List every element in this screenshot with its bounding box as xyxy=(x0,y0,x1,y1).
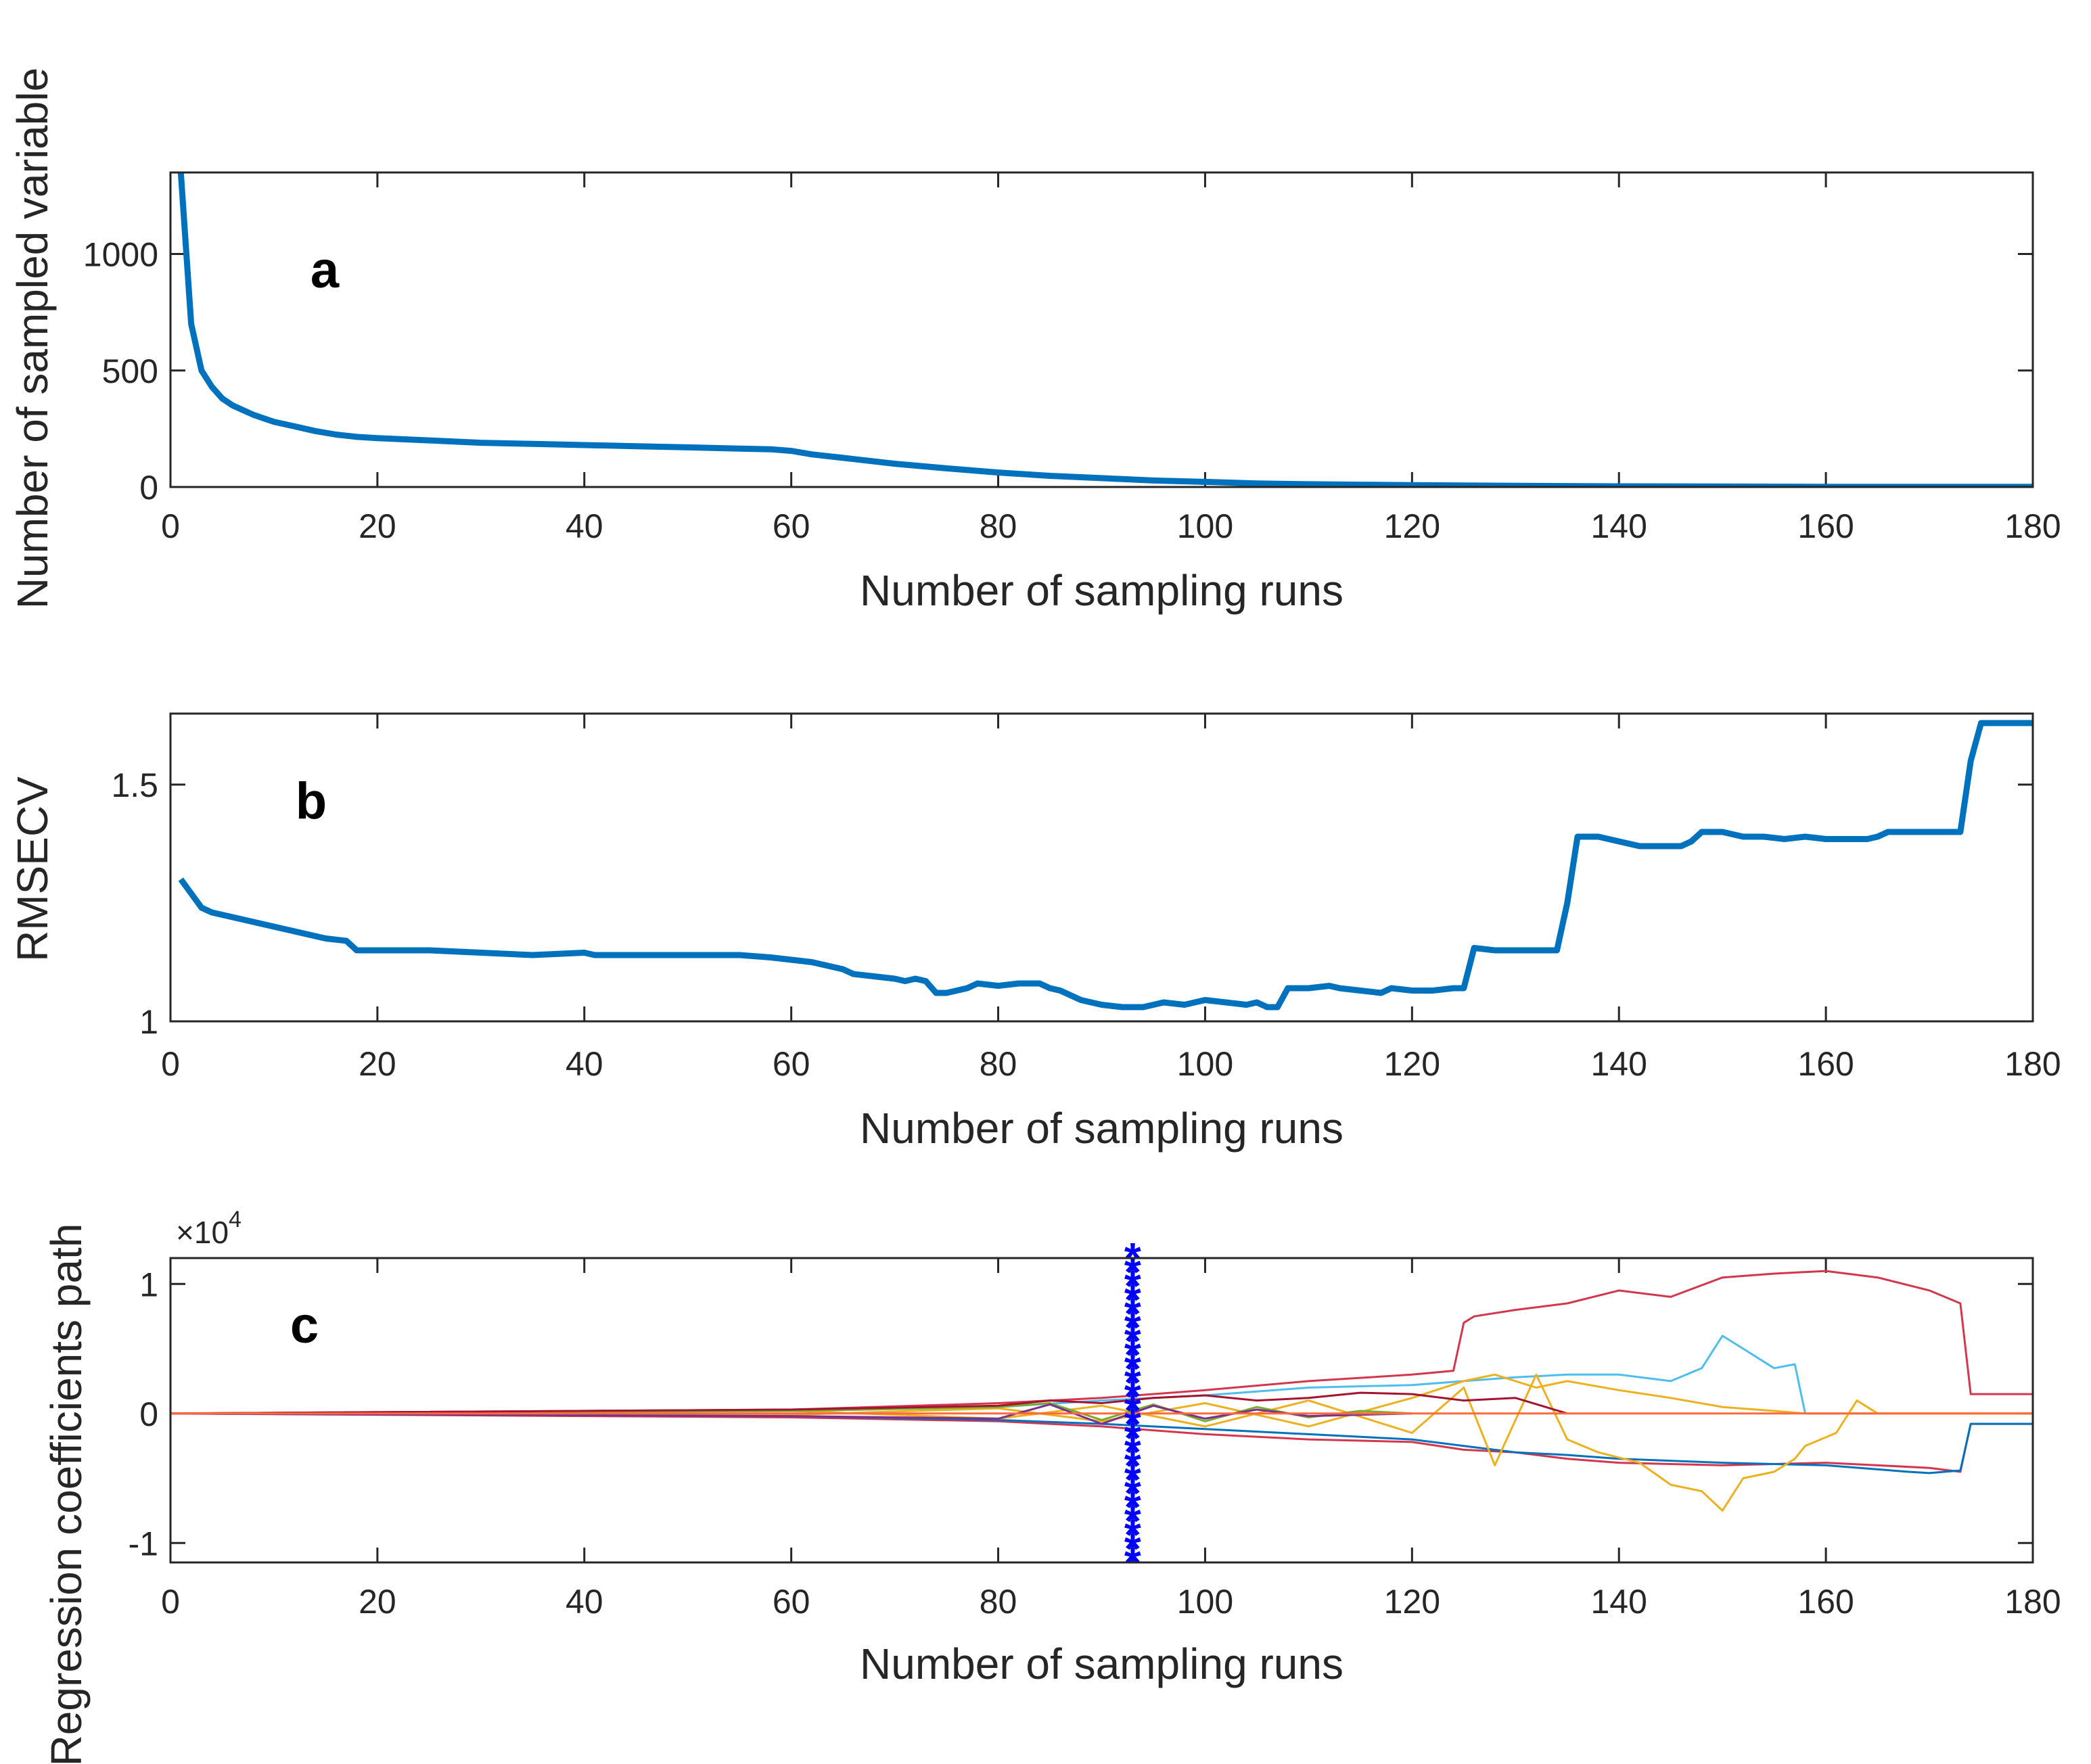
x-tick-label: 120 xyxy=(1384,1583,1440,1621)
x-tick-label: 160 xyxy=(1797,1583,1854,1621)
panel-label: b xyxy=(296,772,327,830)
series-group xyxy=(177,172,2033,487)
marker-star: * xyxy=(1124,1330,1141,1379)
x-tick-label: 0 xyxy=(161,507,180,545)
x-tick-label: 80 xyxy=(980,1045,1017,1083)
x-tick-label: 140 xyxy=(1591,507,1647,545)
panel-label: c xyxy=(290,1297,319,1354)
y-tick-label: 1 xyxy=(139,1003,158,1041)
x-tick-label: 180 xyxy=(2004,1045,2061,1083)
x-tick-label: 0 xyxy=(161,1583,180,1621)
series-group xyxy=(170,1270,2033,1512)
marker-star: * xyxy=(1124,1510,1141,1559)
x-tick-label: 140 xyxy=(1591,1045,1647,1083)
series-line-5 xyxy=(170,1373,2033,1512)
marker-star: * xyxy=(1124,1261,1141,1310)
panel-label: a xyxy=(311,241,340,299)
y-tick-label: 500 xyxy=(102,352,158,390)
marker-star: * xyxy=(1124,1525,1141,1573)
x-tick-label: 120 xyxy=(1384,507,1440,545)
y-tick-label: 1.5 xyxy=(111,766,158,804)
marker-star: * xyxy=(1124,1275,1141,1324)
series-line-1 xyxy=(177,172,2033,487)
x-tick-label: 40 xyxy=(566,507,603,545)
x-tick-label: 180 xyxy=(2004,1583,2061,1621)
series-line-4 xyxy=(170,1412,2033,1475)
series-group xyxy=(178,720,2033,1011)
series-line-9 xyxy=(170,1391,1568,1415)
marker-star: * xyxy=(1124,1303,1141,1351)
multiplier-exponent: 4 xyxy=(229,1207,242,1232)
marker-star: * xyxy=(1124,1441,1141,1490)
y-axis-multiplier: ×104 xyxy=(176,1207,242,1250)
x-tick-label: 20 xyxy=(359,1045,396,1083)
x-tick-label: 80 xyxy=(980,1583,1017,1621)
marker-star: * xyxy=(1124,1289,1141,1338)
y-axis-label: Regression coefficients path xyxy=(42,1224,91,1764)
y-tick-label: 0 xyxy=(139,469,158,507)
marker-star: * xyxy=(1124,1483,1141,1531)
y-tick-label: -1 xyxy=(129,1525,158,1562)
x-tick-label: 140 xyxy=(1591,1583,1647,1621)
x-tick-label: 40 xyxy=(566,1583,603,1621)
optimal-run-marker: *********************** xyxy=(1124,1234,1141,1587)
y-tick-label: 1 xyxy=(139,1266,158,1303)
marker-star: * xyxy=(1124,1427,1141,1476)
x-tick-label: 160 xyxy=(1797,1045,1854,1083)
marker-star: * xyxy=(1124,1414,1141,1462)
marker-star: * xyxy=(1124,1497,1141,1546)
x-tick-label: 20 xyxy=(359,507,396,545)
marker-star: * xyxy=(1124,1358,1141,1407)
y-tick-label: 0 xyxy=(139,1395,158,1433)
x-tick-label: 80 xyxy=(980,507,1017,545)
x-tick-label: 60 xyxy=(773,1045,810,1083)
axes-box xyxy=(169,1257,2034,1564)
x-tick-label: 40 xyxy=(566,1045,603,1083)
marker-star: * xyxy=(1124,1469,1141,1518)
marker-star: * xyxy=(1124,1455,1141,1504)
marker-star: * xyxy=(1124,1372,1141,1421)
series-line-1 xyxy=(170,1270,2033,1415)
x-tick-label: 180 xyxy=(2004,507,2061,545)
x-axis-label: Number of sampling runs xyxy=(860,1104,1343,1153)
y-axis-label: Number of sampled variable xyxy=(8,68,57,609)
marker-star: * xyxy=(1124,1317,1141,1366)
panel-b: 0 20 40 60 80 100 120 140 160 180 1 1.5 Number of sa… xyxy=(8,712,2061,1153)
x-tick-label: 60 xyxy=(773,1583,810,1621)
marker-star: * xyxy=(1124,1345,1141,1393)
x-axis-label: Number of sampling runs xyxy=(860,1640,1343,1688)
series-line-3 xyxy=(170,1334,2033,1415)
x-tick-label: 20 xyxy=(359,1583,396,1621)
x-tick-label: 60 xyxy=(773,507,810,545)
x-tick-label: 120 xyxy=(1384,1045,1440,1083)
marker-star: * xyxy=(1124,1386,1141,1435)
x-axis-label: Number of sampling runs xyxy=(860,566,1343,615)
y-tick-label: 1000 xyxy=(83,236,158,274)
x-tick-label: 160 xyxy=(1797,507,1854,545)
marker-star: * xyxy=(1124,1399,1141,1448)
marker-star: * xyxy=(1124,1247,1141,1296)
y-axis-label: RMSECV xyxy=(8,776,57,962)
panel-a: 0 20 40 60 80 100 120 140 160 180 0 500 1000 Number o… xyxy=(8,68,2061,615)
axes-box xyxy=(169,712,2034,1023)
x-tick-label: 100 xyxy=(1177,507,1233,545)
x-tick-label: 100 xyxy=(1177,1045,1233,1083)
x-tick-label: 100 xyxy=(1177,1583,1233,1621)
multiplier-base: ×10 xyxy=(176,1215,229,1250)
panel-c: 0 20 40 60 80 100 120 140 160 180-101************… xyxy=(42,1207,2061,1764)
axes-box xyxy=(169,171,2034,488)
series-line-1 xyxy=(178,720,2033,1011)
x-tick-label: 0 xyxy=(161,1045,180,1083)
